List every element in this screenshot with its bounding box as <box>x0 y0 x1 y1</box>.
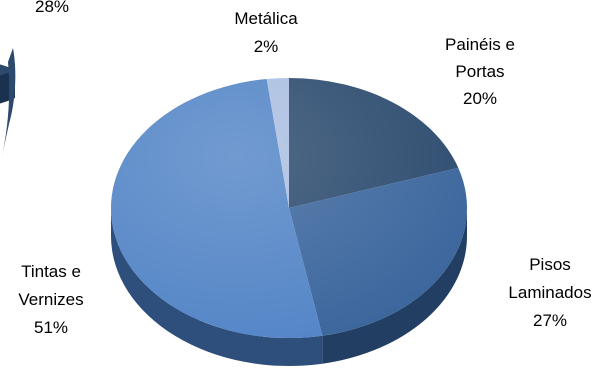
pie-sides <box>111 208 467 367</box>
pie-side-1-0 <box>322 208 467 364</box>
pie-highlight <box>111 78 467 338</box>
cropped-pie-top <box>0 64 15 76</box>
cropped-pie-pct-label: 28% <box>35 0 69 16</box>
slice-pct-paineis: 20% <box>463 89 497 108</box>
label-paineis: Painéis e Portas 20% <box>445 35 515 108</box>
slice-pct-tintas: 51% <box>34 318 68 337</box>
pie-side-2-0 <box>111 208 323 367</box>
slice-name-paineis-1: Painéis e <box>445 35 515 54</box>
slice-name-pisos-2: Laminados <box>508 283 591 302</box>
slice-name-tintas-1: Tintas e <box>21 262 81 281</box>
cropped-pie-rim <box>2 48 16 156</box>
label-metalica: Metálica 2% <box>234 9 298 56</box>
slice-name-paineis-2: Portas <box>455 62 504 81</box>
main-pie <box>110 78 468 367</box>
cropped-pie: 28% <box>0 0 69 156</box>
slice-pct-pisos: 27% <box>533 311 567 330</box>
label-pisos: Pisos Laminados 27% <box>508 255 591 330</box>
slice-name-metalica: Metálica <box>234 9 298 28</box>
label-tintas: Tintas e Vernizes 51% <box>18 262 83 337</box>
slice-name-pisos-1: Pisos <box>529 255 571 274</box>
slice-pct-metalica: 2% <box>254 37 279 56</box>
slice-name-tintas-2: Vernizes <box>18 290 83 309</box>
